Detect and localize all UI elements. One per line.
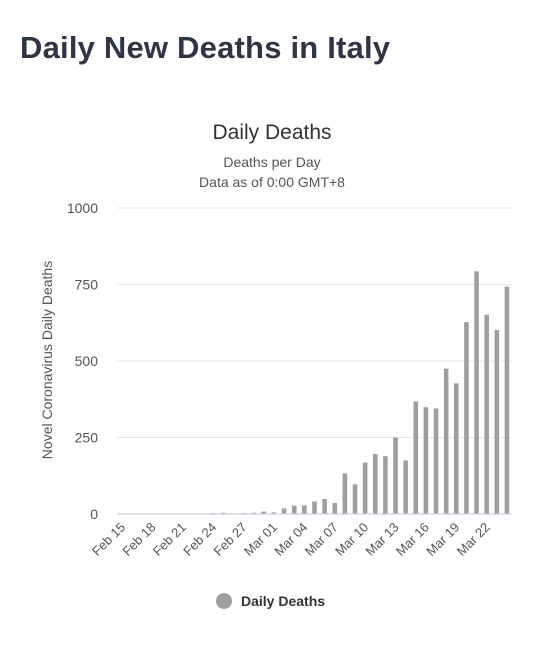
y-tick-label: 500 xyxy=(75,353,99,369)
bar[interactable] xyxy=(393,438,398,515)
bar[interactable] xyxy=(353,484,358,514)
y-axis-ticks: 0 250 500 750 1000 xyxy=(67,200,98,522)
bar[interactable] xyxy=(312,501,317,514)
legend-label[interactable]: Daily Deaths xyxy=(241,593,325,609)
bar[interactable] xyxy=(403,460,408,514)
x-tick-label: Mar 07 xyxy=(302,520,341,559)
bar[interactable] xyxy=(464,322,469,514)
x-tick-label: Feb 24 xyxy=(180,520,219,559)
y-tick-label: 0 xyxy=(90,506,98,522)
x-tick-label: Feb 18 xyxy=(119,520,158,559)
bar[interactable] xyxy=(322,499,327,514)
y-tick-label: 1000 xyxy=(67,200,98,216)
x-tick-label: Mar 10 xyxy=(332,520,371,559)
x-tick-label: Mar 16 xyxy=(393,520,432,559)
bars xyxy=(181,271,510,514)
x-tick-label: Mar 04 xyxy=(271,520,310,559)
bar[interactable] xyxy=(444,369,449,514)
y-axis-title: Novel Coronavirus Daily Deaths xyxy=(39,261,55,459)
legend[interactable]: Daily Deaths xyxy=(216,593,325,609)
bar[interactable] xyxy=(495,330,500,514)
bar[interactable] xyxy=(484,315,489,514)
bar[interactable] xyxy=(505,287,510,514)
y-tick-label: 750 xyxy=(75,277,99,293)
bar[interactable] xyxy=(302,505,307,514)
bar[interactable] xyxy=(383,456,388,514)
x-tick-label: Mar 22 xyxy=(454,520,493,559)
bar[interactable] xyxy=(282,508,287,514)
x-tick-label: Feb 21 xyxy=(150,520,189,559)
x-tick-label: Feb 15 xyxy=(89,520,128,559)
x-tick-label: Mar 19 xyxy=(423,520,462,559)
x-tick-label: Feb 27 xyxy=(210,520,249,559)
x-tick-label: Mar 13 xyxy=(362,520,401,559)
bar[interactable] xyxy=(332,503,337,514)
chart-title: Daily Deaths xyxy=(212,121,331,144)
chart-subtitle-line-2: Data as of 0:00 GMT+8 xyxy=(199,174,345,190)
bar[interactable] xyxy=(343,473,348,514)
gridlines xyxy=(117,208,512,438)
legend-marker xyxy=(216,593,232,609)
y-tick-label: 250 xyxy=(75,430,99,446)
bar[interactable] xyxy=(434,408,439,514)
x-tick-label: Mar 01 xyxy=(241,520,280,559)
chart-subtitle-line-1: Deaths per Day xyxy=(223,154,320,170)
bar[interactable] xyxy=(373,454,378,514)
bar[interactable] xyxy=(424,407,429,514)
bar[interactable] xyxy=(474,271,479,514)
bar[interactable] xyxy=(414,401,419,514)
bar[interactable] xyxy=(292,506,297,514)
bar[interactable] xyxy=(363,463,368,514)
bar[interactable] xyxy=(454,383,459,514)
